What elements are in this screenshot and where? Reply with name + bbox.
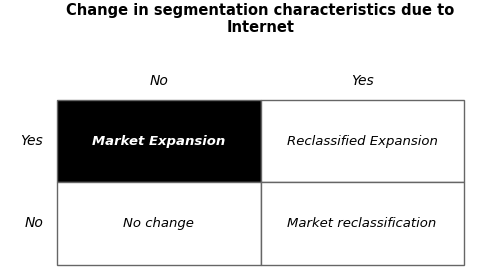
Bar: [57, 100, 261, 182]
Text: Yes: Yes: [351, 74, 373, 88]
Bar: [261, 182, 464, 265]
Bar: [261, 100, 464, 182]
Text: Change in segmentation characteristics due to
Internet: Change in segmentation characteristics d…: [66, 3, 455, 35]
Text: No: No: [24, 217, 43, 230]
Text: Yes: Yes: [20, 134, 43, 148]
Text: Reclassified Expansion: Reclassified Expansion: [287, 134, 437, 148]
Text: Market reclassification: Market reclassification: [287, 217, 437, 230]
Text: Market Expansion: Market Expansion: [92, 134, 226, 148]
Text: No: No: [150, 74, 168, 88]
Text: No change: No change: [123, 217, 195, 230]
Bar: [57, 182, 261, 265]
